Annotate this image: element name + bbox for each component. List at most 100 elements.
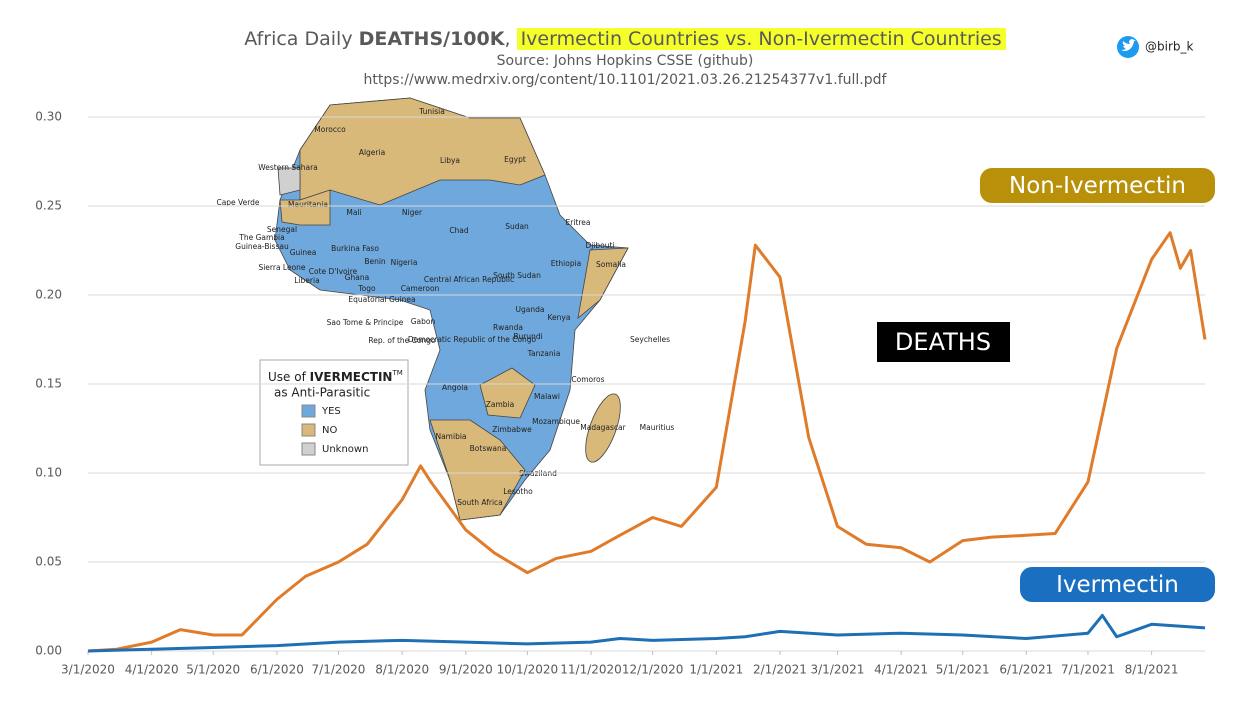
legend-swatch — [301, 442, 316, 456]
chart-title: Africa Daily DEATHS/100K, Ivermectin Cou… — [0, 28, 1250, 50]
y-tick-label: 0.00 — [35, 644, 62, 658]
map-label: Mauritius — [640, 423, 675, 432]
map-label: Western Sahara — [258, 163, 318, 172]
map-label: Botswana — [470, 444, 507, 453]
x-tick-label: 12/1/2020 — [622, 663, 684, 677]
x-tick-label: 7/1/2020 — [312, 663, 366, 677]
map-label: Cape Verde — [216, 198, 259, 207]
map-label: Central African Republic — [424, 275, 514, 284]
map-legend — [259, 359, 409, 466]
map-label: Comoros — [571, 375, 604, 384]
map-no — [479, 367, 536, 419]
map-label: Liberia — [294, 276, 319, 285]
x-tick-label: 5/1/2021 — [936, 663, 990, 677]
map-label: Zambia — [486, 400, 514, 409]
map-label: Sudan — [505, 222, 529, 231]
y-tick-label: 0.10 — [35, 466, 62, 480]
legend-swatch — [301, 423, 316, 437]
x-tick-label: 9/1/2020 — [439, 663, 493, 677]
y-tick-label: 0.20 — [35, 288, 62, 302]
map-label: Cameroon — [401, 284, 440, 293]
x-tick-label: 8/1/2021 — [1125, 663, 1179, 677]
title-highlight: Ivermectin Countries vs. Non-Ivermectin … — [516, 28, 1006, 50]
x-tick-label: 5/1/2020 — [186, 663, 240, 677]
map-label: Madagascar — [580, 423, 626, 432]
map-no — [585, 393, 621, 463]
map-label: Uganda — [516, 305, 545, 314]
map-label: Togo — [357, 284, 376, 293]
x-tick-label: 3/1/2021 — [811, 663, 865, 677]
legend-title: Use of IVERMECTINTM — [268, 369, 403, 384]
legend-label: NO — [322, 425, 337, 436]
map-inset: Use of IVERMECTINTM as Anti-Parasitic Tu… — [216, 97, 675, 521]
map-label: Guinea-Bissau — [235, 242, 289, 251]
x-tick-label: 4/1/2020 — [125, 663, 179, 677]
map-label: Burundi — [513, 332, 542, 341]
map-no — [279, 189, 331, 226]
series-line — [87, 231, 1207, 653]
map-label: Seychelles — [630, 335, 670, 344]
map-unknown — [277, 167, 301, 196]
map-label: Egypt — [504, 155, 526, 164]
legend-title-part: IVERMECTIN — [310, 370, 393, 384]
map-label: Chad — [449, 226, 469, 235]
map-label: Niger — [402, 208, 423, 217]
map-label: Gabon — [411, 317, 436, 326]
subtitle: Source: Johns Hopkins CSSE (github) — [496, 53, 754, 69]
map-label: Namibia — [435, 432, 466, 441]
map-label: Angola — [442, 383, 468, 392]
map-label: Zimbabwe — [492, 425, 532, 434]
header: Africa Daily DEATHS/100K, Ivermectin Cou… — [0, 28, 1250, 88]
y-tick-label: 0.25 — [35, 199, 62, 213]
map-label: Malawi — [534, 392, 560, 401]
annotation-box — [877, 322, 1010, 362]
legend-box — [980, 168, 1215, 203]
map-label: Mauritania — [288, 200, 328, 209]
map-label: Rwanda — [493, 323, 523, 332]
x-tick-label: 3/1/2020 — [61, 663, 115, 677]
legend-label: Unknown — [322, 444, 368, 455]
y-tick-label: 0.05 — [35, 555, 62, 569]
legend-box — [1020, 567, 1215, 602]
series-line — [87, 613, 1206, 653]
map-label: Morocco — [314, 125, 346, 134]
map-label: Senegal — [267, 225, 297, 234]
legend-label: Ivermectin — [1056, 572, 1179, 598]
source-url: https://www.medrxiv.org/content/10.1101/… — [363, 72, 887, 88]
twitter-bird — [1121, 39, 1136, 51]
map-label: Mali — [346, 208, 361, 217]
map-label: Ethiopia — [551, 259, 582, 268]
title-part: , — [504, 28, 517, 50]
map-label: Ghana — [345, 273, 370, 282]
handle-text: @birb_k — [1145, 40, 1194, 54]
map-label: Somalia — [596, 260, 626, 269]
map-label: Benin — [364, 257, 386, 266]
map-label: Libya — [440, 156, 460, 165]
map-label: Sierra Leone — [258, 263, 305, 272]
map-label: Djibouti — [585, 241, 614, 250]
map-label: Tanzania — [527, 349, 561, 358]
map-label: Algeria — [359, 148, 385, 157]
map-no — [429, 419, 526, 521]
map-label: Kenya — [548, 313, 571, 322]
x-tick-label: 11/1/2020 — [560, 663, 622, 677]
map-label: The Gambia — [238, 233, 285, 242]
map-label: Burkina Faso — [331, 244, 379, 253]
x-tick-label: 1/1/2021 — [689, 663, 743, 677]
map-label: Cote D'Ivoire — [309, 267, 358, 276]
y-tick-label: 0.15 — [35, 377, 62, 391]
map-label: Sao Tome & Principe — [327, 318, 404, 327]
map-label: Mozambique — [532, 417, 580, 426]
x-tick-label: 4/1/2021 — [874, 663, 928, 677]
legend-label: YES — [321, 406, 341, 417]
legend-swatch — [301, 404, 316, 418]
x-tick-label: 7/1/2021 — [1061, 663, 1115, 677]
map-label: Lesotho — [503, 487, 533, 496]
annotation: DEATHS — [895, 328, 991, 356]
handle: @birb_k — [1117, 36, 1194, 58]
title-part: Africa Daily — [244, 28, 359, 50]
y-tick-label: 0.30 — [35, 110, 62, 124]
map-label: South Africa — [457, 498, 503, 507]
